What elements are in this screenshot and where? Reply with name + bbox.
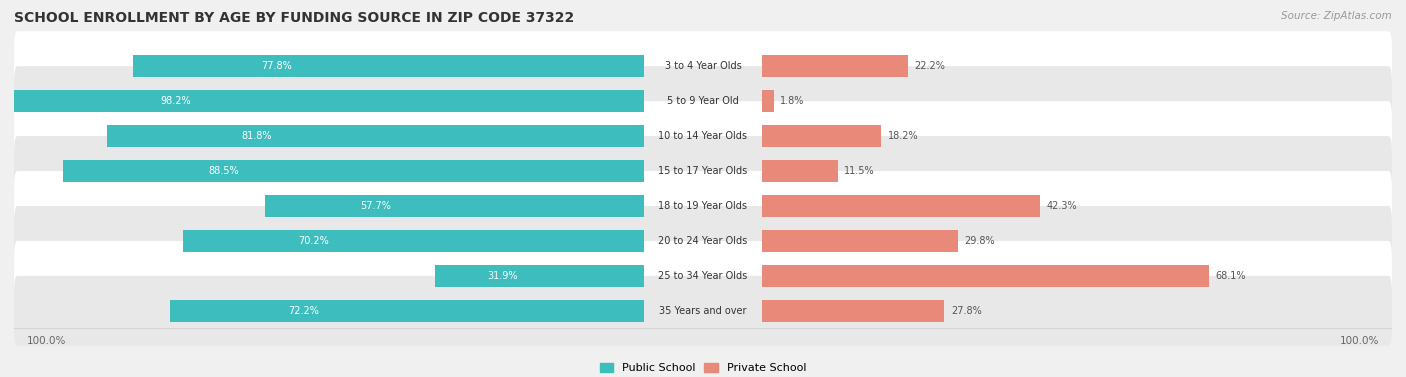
- Text: 22.2%: 22.2%: [914, 61, 945, 71]
- Bar: [0, 90, 644, 112]
- Text: 68.1%: 68.1%: [1215, 271, 1246, 281]
- Text: 25 to 34 Year Olds: 25 to 34 Year Olds: [658, 271, 748, 281]
- Text: 77.8%: 77.8%: [262, 61, 292, 71]
- Bar: [134, 55, 644, 77]
- Text: 10 to 14 Year Olds: 10 to 14 Year Olds: [658, 131, 748, 141]
- Text: 15 to 17 Year Olds: 15 to 17 Year Olds: [658, 166, 748, 176]
- Bar: [63, 160, 644, 182]
- Text: 3 to 4 Year Olds: 3 to 4 Year Olds: [665, 61, 741, 71]
- Bar: [170, 300, 644, 322]
- Bar: [762, 55, 908, 77]
- Bar: [762, 125, 882, 147]
- Bar: [434, 265, 644, 287]
- Text: 27.8%: 27.8%: [950, 306, 981, 316]
- Bar: [762, 265, 1209, 287]
- Text: 31.9%: 31.9%: [486, 271, 517, 281]
- Text: 70.2%: 70.2%: [298, 236, 329, 246]
- Bar: [266, 195, 644, 217]
- FancyBboxPatch shape: [14, 206, 1392, 276]
- FancyBboxPatch shape: [14, 136, 1392, 206]
- Text: 88.5%: 88.5%: [208, 166, 239, 176]
- Text: 1.8%: 1.8%: [780, 96, 804, 106]
- Bar: [183, 230, 644, 252]
- Bar: [762, 195, 1039, 217]
- FancyBboxPatch shape: [14, 276, 1392, 346]
- Text: SCHOOL ENROLLMENT BY AGE BY FUNDING SOURCE IN ZIP CODE 37322: SCHOOL ENROLLMENT BY AGE BY FUNDING SOUR…: [14, 11, 574, 25]
- FancyBboxPatch shape: [14, 101, 1392, 171]
- FancyBboxPatch shape: [14, 171, 1392, 241]
- Legend: Public School, Private School: Public School, Private School: [595, 359, 811, 377]
- Text: 57.7%: 57.7%: [360, 201, 391, 211]
- Bar: [762, 230, 957, 252]
- Text: 42.3%: 42.3%: [1046, 201, 1077, 211]
- FancyBboxPatch shape: [14, 66, 1392, 136]
- FancyBboxPatch shape: [14, 31, 1392, 101]
- Text: 11.5%: 11.5%: [844, 166, 875, 176]
- Text: 20 to 24 Year Olds: 20 to 24 Year Olds: [658, 236, 748, 246]
- Text: 18.2%: 18.2%: [889, 131, 918, 141]
- Text: 29.8%: 29.8%: [965, 236, 995, 246]
- Text: 18 to 19 Year Olds: 18 to 19 Year Olds: [658, 201, 748, 211]
- Text: Source: ZipAtlas.com: Source: ZipAtlas.com: [1281, 11, 1392, 21]
- Text: 35 Years and over: 35 Years and over: [659, 306, 747, 316]
- Text: 72.2%: 72.2%: [288, 306, 319, 316]
- Text: 5 to 9 Year Old: 5 to 9 Year Old: [666, 96, 740, 106]
- Bar: [762, 90, 773, 112]
- Bar: [762, 160, 838, 182]
- Text: 98.2%: 98.2%: [160, 96, 191, 106]
- FancyBboxPatch shape: [14, 241, 1392, 311]
- Text: 81.8%: 81.8%: [242, 131, 271, 141]
- Bar: [107, 125, 644, 147]
- Bar: [762, 300, 945, 322]
